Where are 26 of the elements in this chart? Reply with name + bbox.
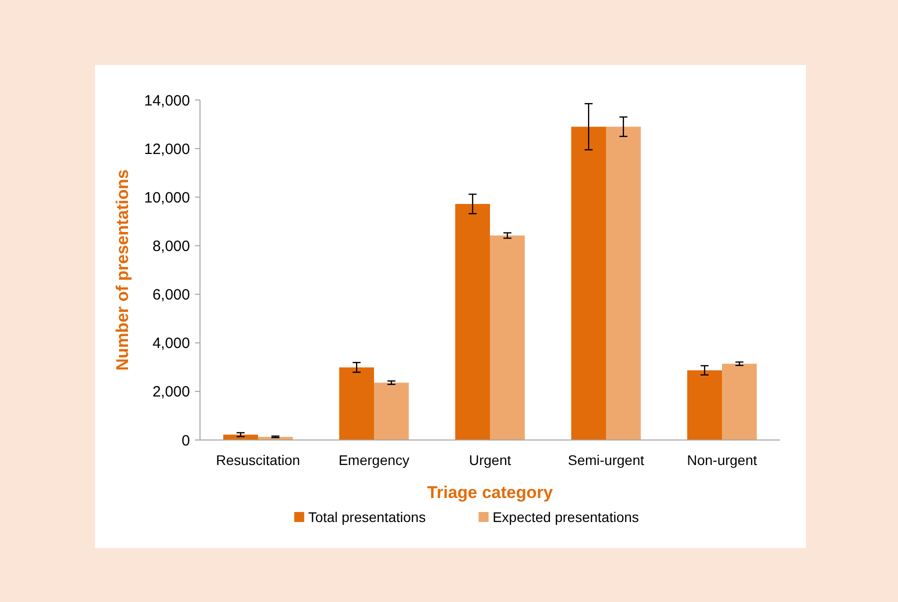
bar	[687, 370, 722, 440]
legend-label: Total presentations	[308, 509, 426, 525]
bar	[571, 126, 606, 440]
x-tick-label: Non-urgent	[686, 452, 758, 468]
bar	[223, 434, 258, 440]
y-tick-label: 6,000	[152, 286, 190, 304]
bar	[339, 367, 374, 440]
y-tick-label: 8,000	[152, 238, 190, 255]
bar	[455, 204, 490, 440]
bar	[490, 236, 525, 440]
y-axis-title: Number of presentations	[113, 169, 132, 371]
bar	[374, 382, 409, 440]
bar	[606, 126, 641, 440]
y-tick-label: 4,000	[152, 335, 190, 352]
y-tick-label: 10,000	[144, 189, 190, 206]
x-axis-title: Triage category	[427, 483, 554, 502]
y-tick-label: 12,000	[144, 140, 190, 158]
legend-label: Expected presentations	[492, 509, 639, 525]
bar	[722, 364, 757, 440]
y-tick-label: 0	[182, 432, 190, 450]
x-tick-label: Urgent	[468, 452, 512, 468]
y-tick-label: 2,000	[152, 384, 190, 401]
y-tick-label: 14,000	[144, 92, 190, 110]
x-tick-label: Emergency	[338, 452, 410, 468]
x-tick-label: Resuscitation	[216, 452, 300, 468]
x-tick-label: Semi-urgent	[568, 452, 644, 468]
